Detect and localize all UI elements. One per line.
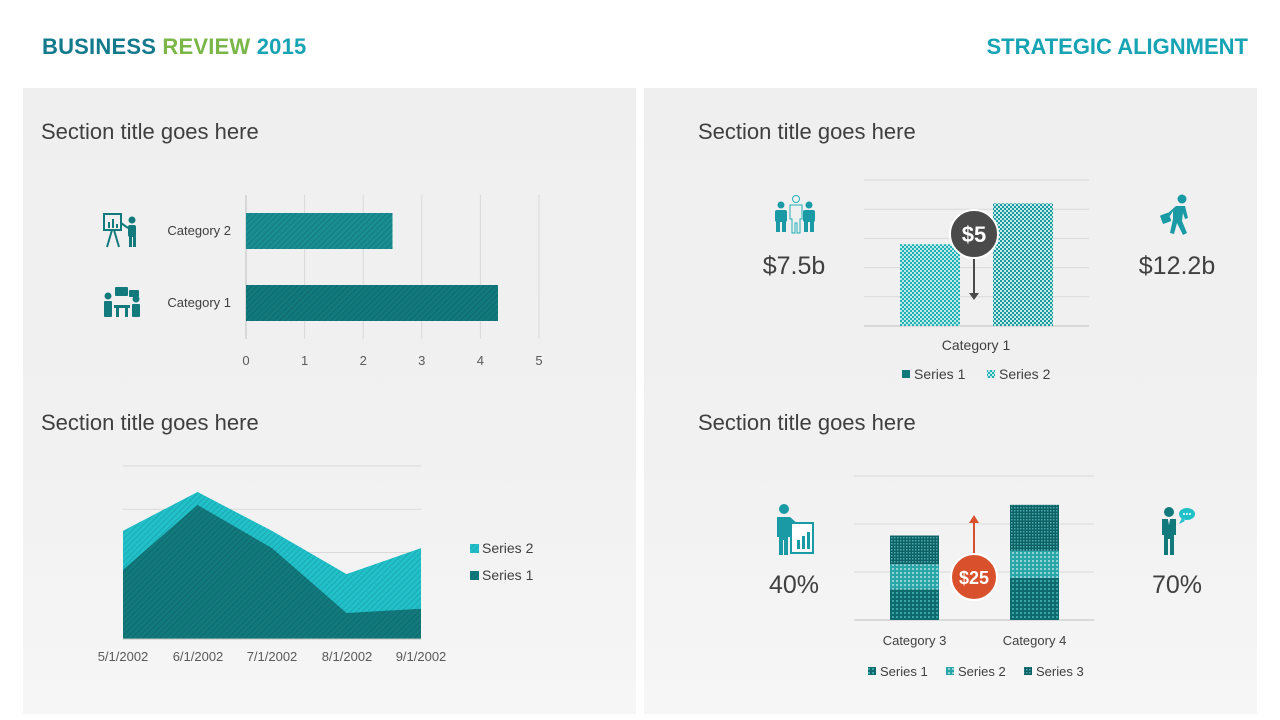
area-chart: 5/1/2002 6/1/2002 7/1/2002 8/1/2002 9/1/2002…: [98, 465, 534, 664]
column-chart: Category 1 Series 1 Series 2: [864, 179, 1089, 382]
area-x-tick-label: 7/1/2002: [247, 649, 298, 664]
hbar-category-label: Category 2: [167, 223, 231, 238]
presenter-icon: [777, 504, 814, 555]
stacked-bar-segment: [1010, 550, 1059, 578]
area-legend-label: Series 1: [482, 567, 534, 583]
header-title-part3: 2015: [256, 34, 307, 59]
stacked-legend-swatch: [1024, 667, 1032, 675]
hbar-tick-label: 2: [360, 353, 367, 368]
area-series-1: [123, 504, 421, 639]
column-legend-label: Series 1: [914, 366, 966, 382]
stacked-bar-chart: Category 3 Category 4 Series 1 Series 2 Seri…: [854, 475, 1094, 679]
difference-badge-top: $5: [949, 209, 999, 300]
walking-businessman-icon: [1160, 194, 1188, 235]
speaking-person-icon: [1162, 507, 1195, 555]
stacked-category-label: Category 4: [1003, 633, 1067, 648]
hbar-tick-label: 4: [477, 353, 484, 368]
stacked-legend-label: Series 1: [880, 664, 928, 679]
stacked-bar-segment: [890, 564, 939, 590]
right-panel: [644, 88, 1257, 714]
area-x-tick-label: 5/1/2002: [98, 649, 149, 664]
stacked-legend-label: Series 3: [1036, 664, 1084, 679]
column-legend-label: Series 2: [999, 366, 1051, 382]
hbar-bar: [246, 213, 393, 249]
section-title-bottom-right: Section title goes here: [698, 410, 916, 435]
header-right-title: STRATEGIC ALIGNMENT: [986, 34, 1248, 59]
column-bar: [993, 203, 1053, 326]
area-legend-label: Series 2: [482, 540, 534, 556]
meeting-icon: [104, 287, 140, 317]
stacked-legend-swatch: [868, 667, 876, 675]
header-title-part1: BUSINESS: [42, 34, 157, 59]
hbar-tick-label: 1: [301, 353, 308, 368]
header-title: BUSINESS REVIEW 2015: [42, 34, 306, 60]
stacked-legend-swatch: [946, 667, 954, 675]
section-title-top-left: Section title goes here: [41, 119, 259, 144]
difference-badge-bottom: $25: [950, 515, 998, 601]
stacked-bar-segment: [1010, 577, 1059, 620]
hbar-tick-label: 5: [535, 353, 542, 368]
stacked-legend-label: Series 2: [958, 664, 1006, 679]
stacked-bar-segment: [1010, 504, 1059, 551]
area-x-tick-label: 6/1/2002: [173, 649, 224, 664]
column-bar: [900, 244, 960, 326]
section-title-bottom-left: Section title goes here: [41, 410, 259, 435]
section-title-top-right: Section title goes here: [698, 119, 916, 144]
hbar-chart: 0 1 2 3 4 5 Category 2 Category 1: [167, 195, 543, 368]
difference-badge-top-text: $5: [962, 222, 986, 247]
kpi-right-top: $12.2b: [1138, 252, 1216, 280]
stacked-category-label: Category 3: [883, 633, 947, 648]
hbar-category-label: Category 1: [167, 295, 231, 310]
column-category-label: Category 1: [942, 337, 1011, 353]
area-legend-swatch: [470, 571, 479, 580]
area-x-tick-label: 8/1/2002: [322, 649, 373, 664]
hbar-tick-label: 3: [418, 353, 425, 368]
difference-badge-bottom-text: $25: [959, 568, 989, 588]
stacked-bar-segment: [890, 589, 939, 620]
stacked-bar-segment: [890, 535, 939, 565]
kpi-left-bottom: 40%: [768, 571, 820, 599]
column-legend-swatch: [902, 370, 910, 378]
column-legend-swatch: [987, 370, 995, 378]
team-icon: [775, 195, 815, 234]
hbar-bar: [246, 285, 498, 321]
area-legend-swatch: [470, 544, 479, 553]
presentation-icon: [103, 213, 136, 248]
kpi-right-bottom: 70%: [1151, 571, 1203, 599]
hbar-tick-label: 0: [242, 353, 249, 368]
header-title-part2: REVIEW: [162, 34, 251, 59]
area-x-tick-label: 9/1/2002: [396, 649, 447, 664]
kpi-left-top: $7.5b: [762, 252, 826, 280]
